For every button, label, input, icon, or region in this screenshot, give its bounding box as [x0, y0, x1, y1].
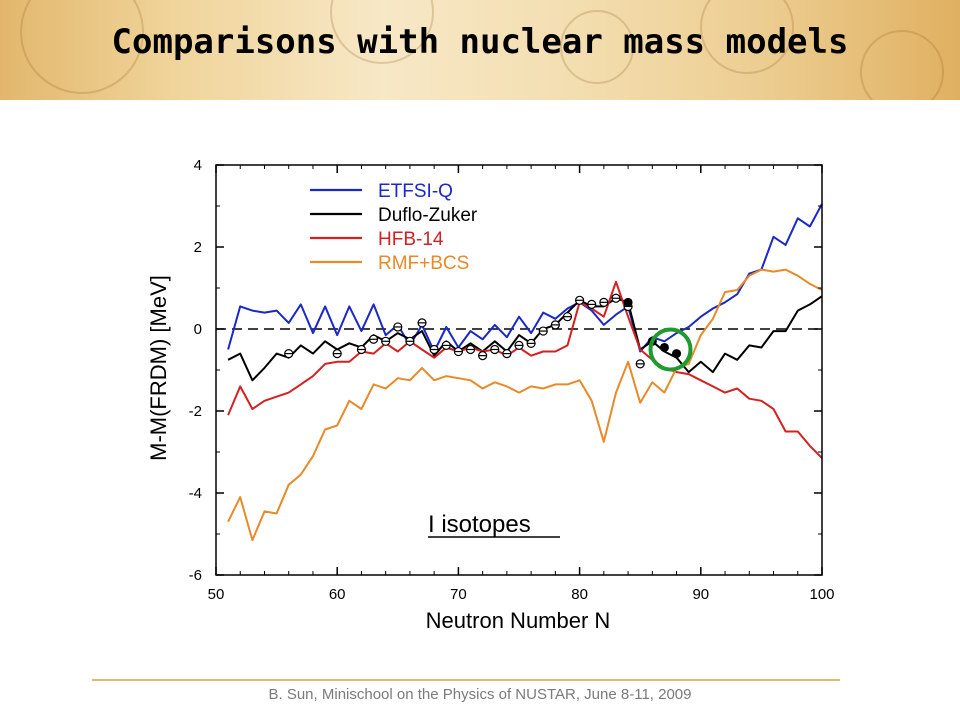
legend-label-duflo-zuker: Duflo-Zuker [378, 205, 478, 226]
legend-label-hfb-14: HFB-14 [378, 229, 444, 250]
series-line-duflo-zuker [227, 295, 823, 382]
legend-label-rmf-bcs: RMF+BCS [378, 253, 469, 274]
filled-data-point [659, 342, 669, 352]
title-banner [0, 0, 960, 100]
slide-footer: B. Sun, Minischool on the Physics of NUS… [268, 686, 692, 703]
x-tick-label: 80 [571, 586, 588, 603]
x-tick-label: 50 [208, 586, 225, 603]
x-axis-label: Neutron Number N [426, 608, 611, 633]
x-tick-label: 70 [450, 586, 467, 603]
y-tick-label: 4 [194, 157, 202, 174]
y-tick-label: -4 [189, 485, 202, 502]
series-line-hfb-14 [227, 280, 823, 459]
x-tick-label: 60 [329, 586, 346, 603]
y-tick-label: -6 [189, 567, 202, 584]
filled-data-point [672, 349, 682, 359]
footer-divider [92, 679, 840, 681]
filled-data-point [623, 297, 633, 307]
y-tick-label: 0 [194, 321, 202, 338]
y-tick-label: 2 [194, 239, 202, 256]
highlight-circle [648, 327, 693, 372]
banner-decoration [860, 30, 944, 100]
chart-annotation: I isotopes [428, 511, 531, 538]
series-line-rmf-bcs [227, 268, 823, 542]
y-tick-label: -2 [189, 403, 202, 420]
x-tick-label: 90 [692, 586, 709, 603]
y-axis-label: M-M(FRDM) [MeV] [146, 275, 171, 461]
legend-label-etfsi-q: ETFSI-Q [378, 181, 453, 202]
series-line-etfsi-q [227, 203, 823, 353]
banner-decoration [560, 10, 634, 84]
x-tick-label: 100 [809, 586, 834, 603]
slide-title: Comparisons with nuclear mass models [111, 22, 849, 62]
